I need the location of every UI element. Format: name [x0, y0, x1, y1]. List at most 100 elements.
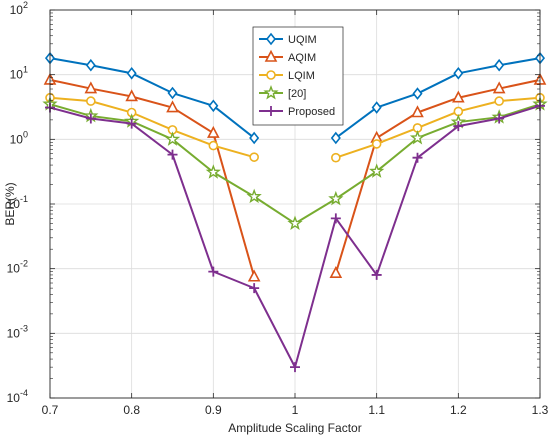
y-tick-exponent: 0 — [23, 129, 28, 139]
y-tick-exponent: -1 — [20, 194, 28, 204]
legend-entry: [20] — [259, 84, 306, 100]
x-tick-label: 1.3 — [532, 403, 549, 417]
data-point — [453, 67, 464, 80]
data-point — [330, 213, 341, 224]
y-axis-label: BER(%) — [3, 182, 17, 225]
data-point — [249, 152, 259, 162]
data-point — [208, 266, 219, 277]
legend-label: LQIM — [288, 70, 315, 82]
y-tick-base: 10 — [7, 326, 21, 340]
y-tick-base: 10 — [7, 197, 21, 211]
data-point — [86, 96, 96, 106]
y-tick-base: 10 — [7, 391, 21, 405]
x-tick-label: 1 — [292, 403, 299, 417]
x-tick-label: 1.1 — [368, 403, 385, 417]
data-point — [452, 90, 465, 103]
legend-marker — [265, 32, 277, 46]
series-line — [49, 78, 256, 278]
legend-marker — [266, 70, 276, 80]
y-tick-label: 100 — [10, 129, 28, 146]
legend: UQIM AQIM LQIM [20] Proposed — [252, 26, 344, 126]
data-point — [126, 118, 137, 129]
data-point — [84, 81, 98, 94]
data-point — [164, 131, 181, 146]
y-tick-exponent: -3 — [20, 323, 28, 333]
series-layer — [42, 51, 548, 373]
legend-marker — [266, 106, 276, 116]
legend-label: [20] — [288, 88, 306, 100]
x-tick-label: 0.8 — [123, 403, 140, 417]
data-point — [208, 99, 219, 113]
data-point — [494, 96, 504, 106]
plot-frame — [49, 9, 541, 399]
y-tick-label: 102 — [10, 0, 28, 17]
legend-entry: UQIM — [259, 32, 317, 46]
y-tick-label: 10-3 — [7, 323, 28, 340]
data-point — [453, 121, 464, 132]
series-line — [49, 57, 255, 139]
tick-labels: 0.7 0.8 0.9 1 1.1 1.2 1.310-410-310-210-110010… — [7, 0, 549, 417]
series-line — [49, 96, 255, 159]
data-point — [369, 163, 385, 178]
data-point — [331, 152, 341, 163]
y-tick-base: 10 — [10, 68, 24, 82]
data-point — [207, 125, 220, 138]
data-point — [328, 190, 344, 206]
data-point — [205, 164, 221, 179]
y-tick-label: 10-4 — [7, 388, 28, 405]
data-point — [494, 58, 505, 72]
data-point — [330, 131, 341, 145]
data-point — [371, 139, 382, 149]
data-point — [494, 113, 505, 124]
legend-label: UQIM — [288, 34, 317, 46]
data-point — [411, 105, 424, 118]
x-tick-label: 1.2 — [450, 403, 467, 417]
y-tick-label: 101 — [10, 65, 28, 82]
legend-marker — [263, 84, 279, 100]
data-point — [412, 152, 423, 163]
data-point — [492, 81, 506, 94]
data-point — [85, 58, 96, 72]
data-point — [125, 89, 138, 102]
legend-marker — [264, 49, 278, 62]
series-line — [335, 57, 541, 139]
y-tick-label: 10-2 — [7, 259, 28, 276]
data-point — [412, 87, 423, 100]
data-point — [85, 113, 96, 124]
legend-entry: Proposed — [259, 106, 335, 118]
data-point — [249, 283, 260, 294]
data-point — [246, 188, 262, 204]
series-line — [335, 96, 541, 159]
y-tick-base: 10 — [10, 132, 24, 146]
legend-entry: AQIM — [259, 49, 316, 64]
legend-label: AQIM — [288, 52, 316, 64]
data-point — [166, 100, 179, 113]
data-point — [329, 266, 343, 279]
data-point — [287, 215, 303, 230]
series-aqim — [43, 72, 547, 282]
y-tick-exponent: 1 — [23, 65, 28, 75]
x-tick-label: 0.7 — [42, 403, 59, 417]
y-tick-base: 10 — [10, 3, 24, 17]
y-tick-exponent: -4 — [20, 388, 28, 398]
data-point — [167, 149, 178, 160]
data-point — [247, 269, 261, 282]
series-line — [334, 78, 541, 274]
axes — [49, 9, 541, 399]
legend-label: Proposed — [288, 106, 335, 118]
x-tick-label: 0.9 — [205, 403, 222, 417]
data-point — [409, 129, 426, 145]
y-tick-base: 10 — [7, 262, 21, 276]
y-tick-label: 10-1 — [7, 194, 28, 211]
data-point — [371, 101, 382, 114]
y-tick-exponent: -2 — [20, 259, 28, 269]
data-point — [167, 86, 178, 100]
data-point — [371, 269, 382, 280]
legend-entry: LQIM — [259, 70, 315, 82]
data-point — [249, 131, 260, 145]
data-point — [126, 67, 137, 80]
series-uqim — [44, 51, 546, 145]
y-tick-exponent: 2 — [23, 0, 28, 10]
data-point — [208, 140, 219, 151]
